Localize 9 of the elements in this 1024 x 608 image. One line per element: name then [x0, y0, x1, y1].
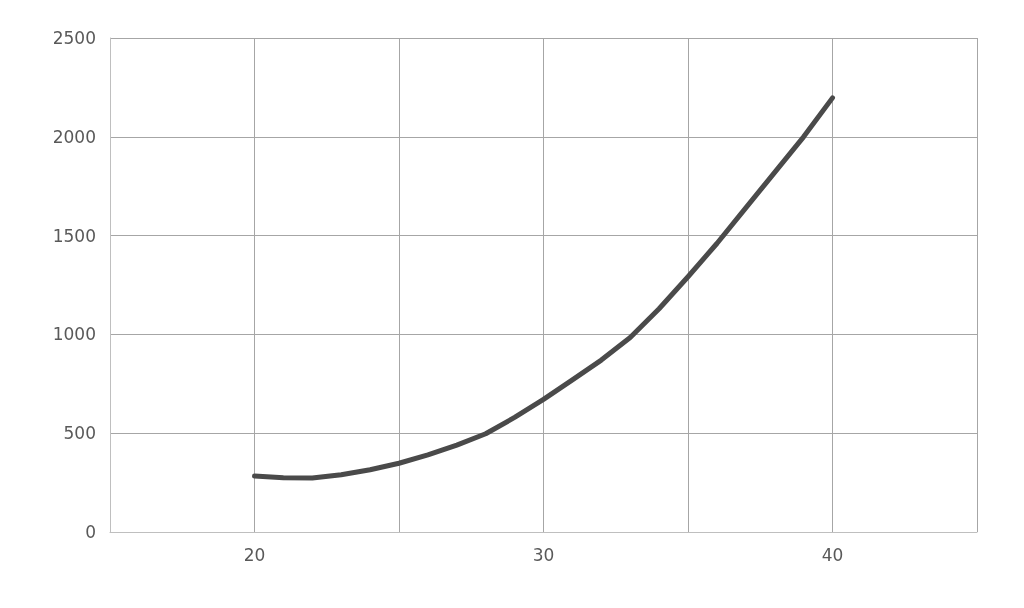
x-tick-label: 20: [243, 544, 266, 565]
x-tick-label: 40: [821, 544, 844, 565]
y-tick-label: 2000: [52, 126, 96, 147]
y-tick-label: 1000: [52, 324, 96, 345]
y-tick-label: 1500: [52, 225, 96, 246]
y-tick-label: 0: [85, 522, 96, 542]
x-tick-label: 30: [532, 544, 555, 565]
y-tick-label: 500: [63, 423, 96, 444]
y-tick-label: 2500: [52, 28, 96, 48]
